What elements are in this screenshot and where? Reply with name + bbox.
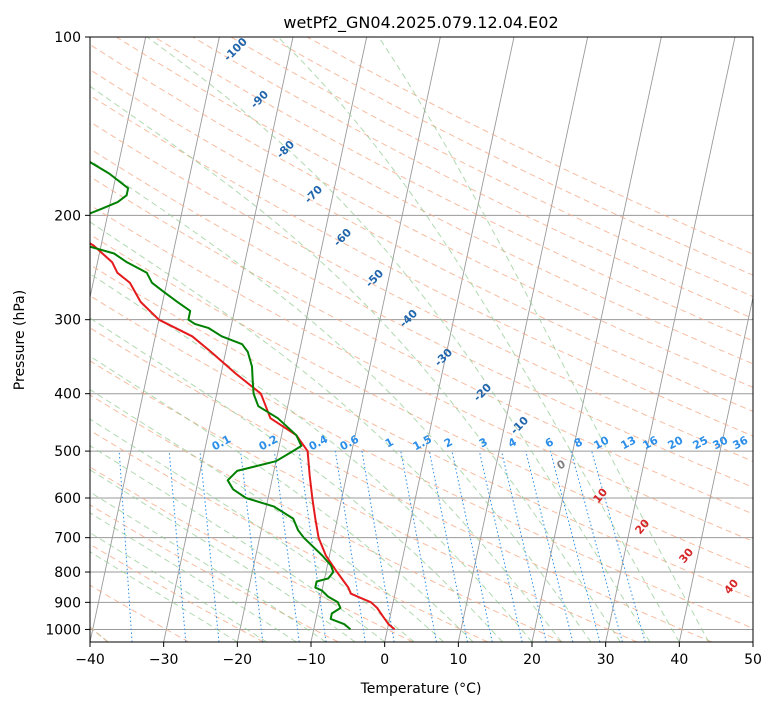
moist-adiabat-line	[90, 159, 592, 642]
moist-adiabat-line	[90, 469, 356, 642]
x-axis-label: Temperature (°C)	[360, 681, 482, 697]
x-tick-label: −30	[149, 652, 179, 668]
y-tick-label: 900	[54, 595, 81, 611]
x-tick-label: −20	[223, 652, 253, 668]
dry-adiabat-line	[90, 394, 563, 642]
moist-adiabat-line	[90, 418, 415, 642]
mixing-ratio-line	[428, 451, 468, 642]
y-axis-label: Pressure (hPa)	[12, 290, 28, 390]
dry-adiabat-line	[90, 175, 753, 515]
y-tick-label: 800	[54, 565, 81, 581]
dry-adiabat-line	[116, 37, 753, 365]
dry-adiabat-line	[90, 264, 753, 600]
moist-adiabat-line	[378, 37, 710, 642]
dry-adiabat-line	[90, 327, 712, 642]
mixing-ratio-label: 20	[666, 433, 686, 452]
x-tick-label: 30	[597, 652, 615, 668]
dry-adiabat-line	[230, 37, 753, 298]
mixing-ratio-line	[273, 451, 300, 642]
isotherm-line	[605, 37, 736, 642]
dry-adiabat-line	[90, 295, 753, 629]
dry-adiabat-line	[90, 360, 638, 642]
dry-adiabat-line	[90, 504, 339, 642]
y-tick-label: 100	[54, 30, 81, 46]
y-tick-label: 300	[54, 313, 81, 329]
mixing-ratio-line	[240, 451, 264, 642]
x-tick-label: 20	[523, 652, 541, 668]
dry-adiabat-line	[90, 466, 414, 642]
mixing-ratio-line	[570, 450, 623, 642]
x-tick-label: 0	[380, 652, 389, 668]
y-tick-label: 400	[54, 387, 81, 403]
moist-adiabat-line	[90, 389, 444, 642]
y-tick-label: 200	[54, 208, 81, 224]
mixing-ratio-line	[478, 450, 523, 642]
y-tick-label: 1000	[45, 622, 81, 638]
chart-title: wetPf2_GN04.2025.079.12.04.E02	[283, 13, 558, 33]
dry-adiabat-line	[90, 121, 753, 462]
moist-adiabat-line	[90, 355, 474, 642]
mixing-ratio-line	[549, 450, 601, 642]
dry-adiabat-line	[154, 37, 753, 342]
isotherm-line	[236, 37, 368, 642]
y-tick-label: 600	[54, 491, 81, 507]
moist-adiabat-line	[90, 221, 562, 642]
mixing-ratio-line	[525, 450, 574, 642]
moist-adiabat-line	[90, 85, 621, 642]
y-tick-label: 500	[54, 444, 81, 460]
y-axis: 100 200 300 400 500 600 700 800 900 1000	[45, 30, 90, 638]
x-axis: −40 −30 −20 −10 0 10 20 30 40 50	[75, 642, 762, 668]
dry-adiabat-line	[90, 584, 190, 642]
moist-adiabat-line	[146, 37, 651, 642]
moist-adiabat-line	[90, 273, 533, 642]
mixing-ratio-line	[400, 451, 437, 642]
dewpoint-profile	[90, 160, 352, 631]
mixing-ratio-label: 25	[691, 434, 711, 453]
mixing-ratio-label: 10	[592, 433, 612, 452]
mixing-ratio-line	[334, 451, 366, 642]
x-tick-label: −10	[296, 652, 326, 668]
plot-frame	[89, 36, 754, 643]
mixing-ratio-label: 16	[641, 433, 661, 452]
isotherm-line	[90, 37, 220, 642]
x-tick-label: −40	[75, 652, 105, 668]
isotherm-line	[90, 37, 147, 300]
y-tick-label: 700	[54, 531, 81, 547]
mixing-ratio-label: 30	[711, 433, 731, 452]
sounding-profiles	[90, 160, 396, 631]
mixing-ratio-line	[451, 450, 493, 642]
dry-adiabat-line	[90, 233, 753, 571]
x-tick-label: 10	[449, 652, 467, 668]
x-tick-label: 40	[670, 652, 688, 668]
dry-adiabat-line	[90, 94, 753, 437]
x-tick-label: 50	[744, 652, 762, 668]
isotherm-line	[678, 295, 753, 642]
temperature-profile	[90, 242, 396, 631]
mixing-ratio-line	[591, 450, 646, 642]
mixing-ratio-line	[501, 450, 547, 642]
mixing-ratio-line	[361, 451, 395, 642]
isotherm-line	[384, 37, 515, 642]
isotherm-line	[457, 37, 589, 642]
mixing-ratio-label: 36	[731, 433, 751, 452]
dry-adiabat-line	[90, 148, 753, 488]
mixing-ratio-label: 13	[619, 434, 639, 453]
